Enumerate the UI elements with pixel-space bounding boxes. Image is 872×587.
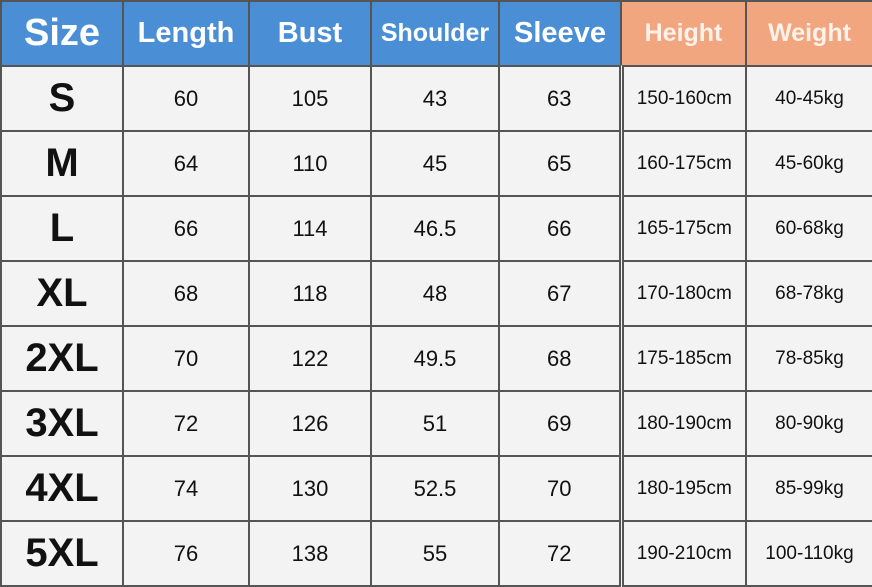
cell-length: 68 — [122, 260, 250, 327]
table-row: S 60 105 43 63 150-160cm 40-45kg — [0, 65, 872, 132]
header-bust: Bust — [248, 0, 372, 67]
cell-bust: 122 — [248, 325, 372, 392]
header-height: Height — [620, 0, 747, 67]
cell-bust: 114 — [248, 195, 372, 262]
table-row: M 64 110 45 65 160-175cm 45-60kg — [0, 130, 872, 197]
cell-bust: 138 — [248, 520, 372, 587]
cell-weight: 68-78kg — [745, 260, 872, 327]
cell-bust: 126 — [248, 390, 372, 457]
cell-weight: 100-110kg — [745, 520, 872, 587]
cell-bust: 105 — [248, 65, 372, 132]
cell-length: 60 — [122, 65, 250, 132]
table-row: 4XL 74 130 52.5 70 180-195cm 85-99kg — [0, 455, 872, 522]
cell-sleeve: 66 — [498, 195, 622, 262]
cell-height: 165-175cm — [618, 195, 747, 262]
cell-sleeve: 65 — [498, 130, 622, 197]
table-row: L 66 114 46.5 66 165-175cm 60-68kg — [0, 195, 872, 262]
cell-size: L — [0, 195, 124, 262]
header-weight: Weight — [745, 0, 872, 67]
cell-size: M — [0, 130, 124, 197]
cell-bust: 130 — [248, 455, 372, 522]
cell-length: 76 — [122, 520, 250, 587]
cell-size: 3XL — [0, 390, 124, 457]
cell-height: 180-195cm — [618, 455, 747, 522]
header-shoulder: Shoulder — [370, 0, 500, 67]
header-row: Size Length Bust Shoulder Sleeve Height … — [0, 0, 872, 67]
cell-shoulder: 43 — [370, 65, 500, 132]
cell-bust: 110 — [248, 130, 372, 197]
cell-weight: 80-90kg — [745, 390, 872, 457]
cell-shoulder: 46.5 — [370, 195, 500, 262]
cell-weight: 45-60kg — [745, 130, 872, 197]
table-row: XL 68 118 48 67 170-180cm 68-78kg — [0, 260, 872, 327]
cell-height: 160-175cm — [618, 130, 747, 197]
cell-sleeve: 72 — [498, 520, 622, 587]
cell-length: 64 — [122, 130, 250, 197]
cell-size: 4XL — [0, 455, 124, 522]
cell-length: 74 — [122, 455, 250, 522]
cell-length: 70 — [122, 325, 250, 392]
header-length: Length — [122, 0, 250, 67]
cell-shoulder: 49.5 — [370, 325, 500, 392]
cell-height: 175-185cm — [618, 325, 747, 392]
cell-sleeve: 67 — [498, 260, 622, 327]
table-body: S 60 105 43 63 150-160cm 40-45kg M 64 110 45 65 160-… — [0, 65, 872, 587]
cell-size: 5XL — [0, 520, 124, 587]
header-size: Size — [0, 0, 124, 67]
cell-height: 150-160cm — [618, 65, 747, 132]
cell-weight: 78-85kg — [745, 325, 872, 392]
cell-height: 180-190cm — [618, 390, 747, 457]
cell-sleeve: 69 — [498, 390, 622, 457]
cell-weight: 40-45kg — [745, 65, 872, 132]
cell-shoulder: 45 — [370, 130, 500, 197]
cell-weight: 85-99kg — [745, 455, 872, 522]
cell-height: 190-210cm — [618, 520, 747, 587]
cell-size: XL — [0, 260, 124, 327]
cell-length: 72 — [122, 390, 250, 457]
cell-shoulder: 55 — [370, 520, 500, 587]
cell-size: 2XL — [0, 325, 124, 392]
cell-shoulder: 52.5 — [370, 455, 500, 522]
header-sleeve: Sleeve — [498, 0, 622, 67]
cell-height: 170-180cm — [618, 260, 747, 327]
table-row: 5XL 76 138 55 72 190-210cm 100-110kg — [0, 520, 872, 587]
cell-size: S — [0, 65, 124, 132]
cell-sleeve: 68 — [498, 325, 622, 392]
cell-shoulder: 48 — [370, 260, 500, 327]
cell-bust: 118 — [248, 260, 372, 327]
cell-shoulder: 51 — [370, 390, 500, 457]
cell-length: 66 — [122, 195, 250, 262]
cell-sleeve: 63 — [498, 65, 622, 132]
cell-sleeve: 70 — [498, 455, 622, 522]
table-row: 2XL 70 122 49.5 68 175-185cm 78-85kg — [0, 325, 872, 392]
table-row: 3XL 72 126 51 69 180-190cm 80-90kg — [0, 390, 872, 457]
cell-weight: 60-68kg — [745, 195, 872, 262]
